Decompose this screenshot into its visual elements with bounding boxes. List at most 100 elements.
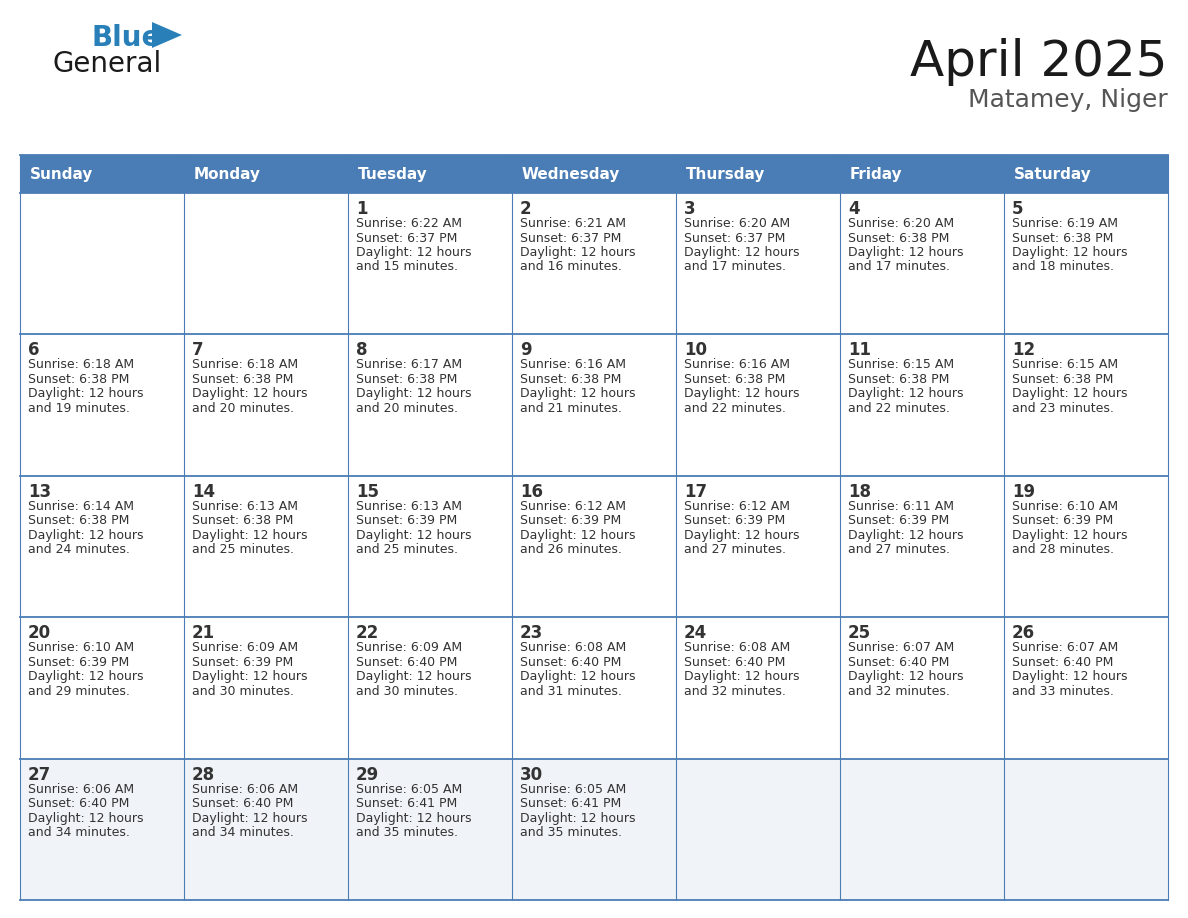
- Text: Sunrise: 6:20 AM: Sunrise: 6:20 AM: [848, 217, 954, 230]
- Bar: [512, 476, 676, 617]
- Bar: [512, 193, 676, 334]
- Text: Sunday: Sunday: [30, 166, 94, 182]
- Text: Daylight: 12 hours: Daylight: 12 hours: [356, 670, 472, 683]
- Bar: [348, 758, 512, 900]
- Text: Daylight: 12 hours: Daylight: 12 hours: [520, 387, 636, 400]
- Text: Sunrise: 6:15 AM: Sunrise: 6:15 AM: [1012, 358, 1118, 372]
- Text: Sunrise: 6:18 AM: Sunrise: 6:18 AM: [29, 358, 134, 372]
- Text: Sunrise: 6:13 AM: Sunrise: 6:13 AM: [356, 499, 462, 513]
- Bar: [840, 155, 1004, 193]
- Text: Daylight: 12 hours: Daylight: 12 hours: [520, 529, 636, 542]
- Text: Sunset: 6:38 PM: Sunset: 6:38 PM: [848, 231, 949, 244]
- Text: Sunset: 6:39 PM: Sunset: 6:39 PM: [1012, 514, 1113, 527]
- Text: and 35 minutes.: and 35 minutes.: [520, 826, 623, 839]
- Text: Sunset: 6:38 PM: Sunset: 6:38 PM: [192, 373, 293, 386]
- Text: Sunrise: 6:06 AM: Sunrise: 6:06 AM: [29, 783, 134, 796]
- Text: Daylight: 12 hours: Daylight: 12 hours: [684, 387, 800, 400]
- Text: Daylight: 12 hours: Daylight: 12 hours: [520, 670, 636, 683]
- Text: Sunset: 6:41 PM: Sunset: 6:41 PM: [520, 797, 621, 810]
- Text: and 17 minutes.: and 17 minutes.: [848, 261, 950, 274]
- Text: 21: 21: [192, 624, 215, 643]
- Text: 14: 14: [192, 483, 215, 501]
- Text: 29: 29: [356, 766, 379, 784]
- Text: 9: 9: [520, 341, 531, 360]
- Text: and 31 minutes.: and 31 minutes.: [520, 685, 621, 698]
- Text: and 34 minutes.: and 34 minutes.: [192, 826, 293, 839]
- Text: Friday: Friday: [849, 166, 903, 182]
- Text: Daylight: 12 hours: Daylight: 12 hours: [1012, 387, 1127, 400]
- Text: April 2025: April 2025: [910, 38, 1168, 86]
- Text: and 27 minutes.: and 27 minutes.: [848, 543, 950, 556]
- Text: Sunset: 6:41 PM: Sunset: 6:41 PM: [356, 797, 457, 810]
- Text: Daylight: 12 hours: Daylight: 12 hours: [520, 812, 636, 824]
- Bar: [840, 617, 1004, 758]
- Text: and 19 minutes.: and 19 minutes.: [29, 402, 129, 415]
- Text: Sunrise: 6:22 AM: Sunrise: 6:22 AM: [356, 217, 462, 230]
- Bar: [184, 155, 348, 193]
- Text: 16: 16: [520, 483, 543, 501]
- Text: 18: 18: [848, 483, 871, 501]
- Text: and 34 minutes.: and 34 minutes.: [29, 826, 129, 839]
- Text: Daylight: 12 hours: Daylight: 12 hours: [192, 670, 308, 683]
- Bar: [348, 617, 512, 758]
- Text: 30: 30: [520, 766, 543, 784]
- Text: Tuesday: Tuesday: [358, 166, 428, 182]
- Bar: [348, 334, 512, 476]
- Text: Sunset: 6:38 PM: Sunset: 6:38 PM: [1012, 373, 1113, 386]
- Text: Sunset: 6:40 PM: Sunset: 6:40 PM: [684, 655, 785, 668]
- Text: and 32 minutes.: and 32 minutes.: [848, 685, 950, 698]
- Text: and 23 minutes.: and 23 minutes.: [1012, 402, 1114, 415]
- Text: 13: 13: [29, 483, 51, 501]
- Text: Daylight: 12 hours: Daylight: 12 hours: [848, 670, 963, 683]
- Text: Sunset: 6:38 PM: Sunset: 6:38 PM: [192, 514, 293, 527]
- Bar: [20, 617, 184, 758]
- Text: and 22 minutes.: and 22 minutes.: [848, 402, 950, 415]
- Text: Sunrise: 6:08 AM: Sunrise: 6:08 AM: [520, 641, 626, 655]
- Text: 3: 3: [684, 200, 696, 218]
- Text: and 20 minutes.: and 20 minutes.: [192, 402, 293, 415]
- Text: 17: 17: [684, 483, 707, 501]
- Bar: [1004, 334, 1168, 476]
- Text: 28: 28: [192, 766, 215, 784]
- Text: 19: 19: [1012, 483, 1035, 501]
- Text: Daylight: 12 hours: Daylight: 12 hours: [684, 246, 800, 259]
- Bar: [676, 476, 840, 617]
- Bar: [1004, 155, 1168, 193]
- Text: Daylight: 12 hours: Daylight: 12 hours: [29, 670, 144, 683]
- Bar: [840, 476, 1004, 617]
- Bar: [20, 476, 184, 617]
- Text: Daylight: 12 hours: Daylight: 12 hours: [29, 387, 144, 400]
- Bar: [676, 617, 840, 758]
- Bar: [184, 334, 348, 476]
- Text: Daylight: 12 hours: Daylight: 12 hours: [356, 387, 472, 400]
- Text: Sunset: 6:39 PM: Sunset: 6:39 PM: [848, 514, 949, 527]
- Text: Sunrise: 6:09 AM: Sunrise: 6:09 AM: [356, 641, 462, 655]
- Text: and 22 minutes.: and 22 minutes.: [684, 402, 786, 415]
- Text: Daylight: 12 hours: Daylight: 12 hours: [684, 670, 800, 683]
- Text: Sunrise: 6:12 AM: Sunrise: 6:12 AM: [520, 499, 626, 513]
- Text: Sunset: 6:37 PM: Sunset: 6:37 PM: [356, 231, 457, 244]
- Text: Daylight: 12 hours: Daylight: 12 hours: [192, 387, 308, 400]
- Text: Sunset: 6:39 PM: Sunset: 6:39 PM: [684, 514, 785, 527]
- Text: 23: 23: [520, 624, 543, 643]
- Text: and 35 minutes.: and 35 minutes.: [356, 826, 459, 839]
- Text: Sunrise: 6:14 AM: Sunrise: 6:14 AM: [29, 499, 134, 513]
- Text: Sunset: 6:40 PM: Sunset: 6:40 PM: [520, 655, 621, 668]
- Text: Sunrise: 6:15 AM: Sunrise: 6:15 AM: [848, 358, 954, 372]
- Text: Sunset: 6:38 PM: Sunset: 6:38 PM: [520, 373, 621, 386]
- Text: Thursday: Thursday: [685, 166, 765, 182]
- Text: Sunrise: 6:10 AM: Sunrise: 6:10 AM: [29, 641, 134, 655]
- Bar: [840, 193, 1004, 334]
- Text: Daylight: 12 hours: Daylight: 12 hours: [848, 529, 963, 542]
- Bar: [184, 617, 348, 758]
- Text: and 24 minutes.: and 24 minutes.: [29, 543, 129, 556]
- Text: 7: 7: [192, 341, 203, 360]
- Text: Daylight: 12 hours: Daylight: 12 hours: [29, 812, 144, 824]
- Text: and 25 minutes.: and 25 minutes.: [192, 543, 293, 556]
- Text: Sunset: 6:39 PM: Sunset: 6:39 PM: [192, 655, 293, 668]
- Bar: [512, 758, 676, 900]
- Bar: [348, 476, 512, 617]
- Bar: [20, 334, 184, 476]
- Text: Daylight: 12 hours: Daylight: 12 hours: [356, 812, 472, 824]
- Bar: [676, 758, 840, 900]
